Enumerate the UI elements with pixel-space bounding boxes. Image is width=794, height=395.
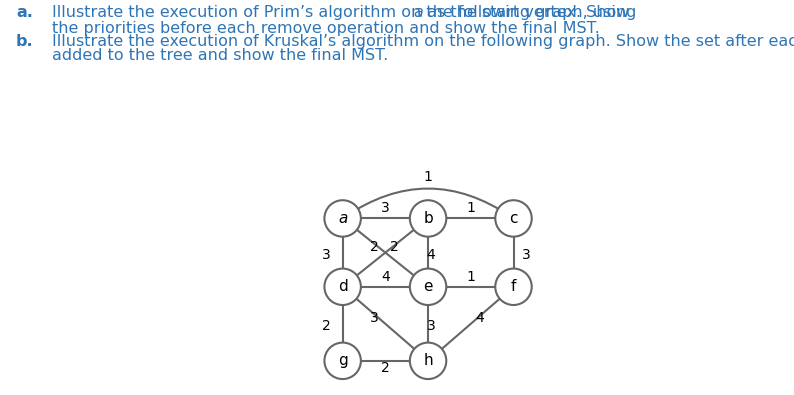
Text: added to the tree and show the final MST.: added to the tree and show the final MST… xyxy=(52,48,387,63)
Text: h: h xyxy=(423,354,433,368)
Text: as the start vertex. Show: as the start vertex. Show xyxy=(422,5,630,20)
Text: c: c xyxy=(509,211,518,226)
Circle shape xyxy=(495,269,532,305)
Text: g: g xyxy=(337,354,348,368)
FancyArrowPatch shape xyxy=(345,188,511,217)
Text: 1: 1 xyxy=(466,201,476,215)
Text: 3: 3 xyxy=(369,311,379,325)
Text: 4: 4 xyxy=(475,311,484,325)
Text: d: d xyxy=(337,279,348,294)
Text: Illustrate the execution of Prim’s algorithm on the following graph, using: Illustrate the execution of Prim’s algor… xyxy=(52,5,641,20)
Text: e: e xyxy=(423,279,433,294)
Circle shape xyxy=(410,342,446,379)
Circle shape xyxy=(325,200,360,237)
Text: 4: 4 xyxy=(426,248,435,262)
Circle shape xyxy=(325,269,360,305)
Text: 3: 3 xyxy=(322,248,331,262)
Circle shape xyxy=(325,342,360,379)
Circle shape xyxy=(410,200,446,237)
Circle shape xyxy=(410,269,446,305)
Circle shape xyxy=(495,200,532,237)
Text: 2: 2 xyxy=(381,361,390,375)
Text: a: a xyxy=(413,5,422,20)
Text: 2: 2 xyxy=(390,240,399,254)
Text: a.: a. xyxy=(16,5,33,20)
Text: the priorities before each remove operation and show the final MST.: the priorities before each remove operat… xyxy=(52,21,599,36)
Text: 3: 3 xyxy=(381,201,390,215)
Text: 3: 3 xyxy=(522,248,530,262)
Text: 2: 2 xyxy=(369,240,379,254)
Text: b.: b. xyxy=(16,34,33,49)
Text: 1: 1 xyxy=(466,269,476,284)
Text: 1: 1 xyxy=(424,170,433,184)
Text: 4: 4 xyxy=(381,269,390,284)
Text: a: a xyxy=(338,211,347,226)
Text: 3: 3 xyxy=(426,318,435,333)
Text: f: f xyxy=(511,279,516,294)
Text: Illustrate the execution of Kruskal’s algorithm on the following graph. Show the: Illustrate the execution of Kruskal’s al… xyxy=(52,34,794,49)
Text: 2: 2 xyxy=(322,318,331,333)
Text: b: b xyxy=(423,211,433,226)
